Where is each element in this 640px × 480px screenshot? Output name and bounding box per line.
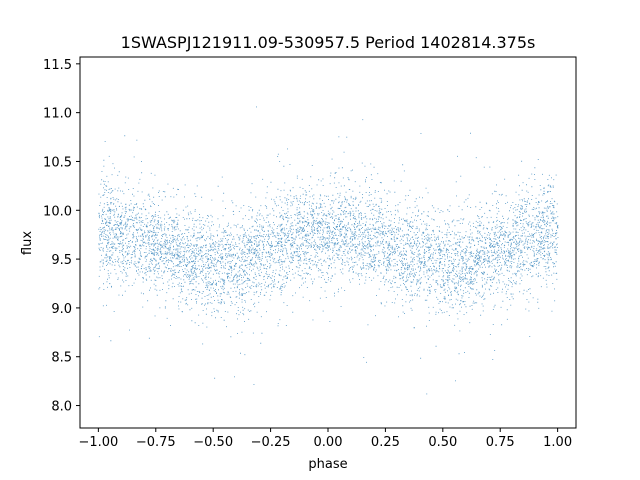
- y-tick-label: 9.5: [51, 253, 72, 268]
- y-tick-label: 9.0: [51, 302, 72, 317]
- x-axis-ticks: −1.00 −0.75 −0.50 −0.25 0.00 0.25 0.50 0.75 1.00: [78, 428, 572, 450]
- y-tick-label: 10.5: [43, 155, 72, 170]
- x-tick-label: 0.25: [371, 435, 400, 450]
- x-tick-label: −0.25: [251, 435, 291, 450]
- x-axis-label: phase: [308, 457, 347, 472]
- y-axis-ticks: 8.0 8.5 9.0 9.5 10.0 10.5 11.0 11.5: [43, 58, 80, 415]
- y-tick-label: 8.0: [51, 400, 72, 415]
- x-tick-label: −0.50: [193, 435, 233, 450]
- x-tick-label: −0.75: [136, 435, 176, 450]
- x-tick-label: 0.00: [314, 435, 343, 450]
- y-axis-label: flux: [20, 231, 35, 255]
- x-tick-label: −1.00: [78, 435, 118, 450]
- x-tick-label: 0.50: [428, 435, 457, 450]
- chart-title: 1SWASPJ121911.09-530957.5 Period 1402814…: [121, 33, 536, 52]
- scatter-points: [98, 106, 559, 395]
- y-tick-label: 11.0: [43, 107, 72, 122]
- y-tick-label: 8.5: [51, 351, 72, 366]
- flux-data-points: [98, 106, 559, 395]
- y-tick-label: 11.5: [43, 58, 72, 73]
- x-tick-label: 0.75: [486, 435, 515, 450]
- x-tick-label: 1.00: [543, 435, 572, 450]
- y-tick-label: 10.0: [43, 204, 72, 219]
